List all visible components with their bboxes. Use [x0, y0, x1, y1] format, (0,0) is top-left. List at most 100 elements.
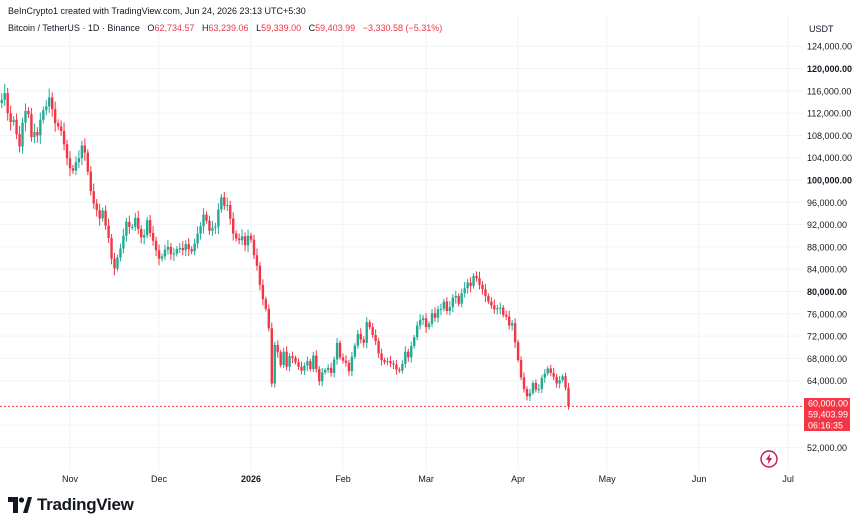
candle-body: [59, 126, 63, 131]
candle: [323, 367, 327, 375]
ohlc-close-value: 59,403.99: [315, 23, 356, 33]
y-tick-label: 68,000.00: [807, 354, 847, 364]
ohlc-high-value: 63,239.06: [208, 23, 249, 33]
candle-body: [261, 284, 265, 300]
candle-body: [564, 376, 567, 388]
candle-body: [30, 114, 33, 138]
candle: [178, 243, 181, 254]
candle: [356, 329, 360, 349]
candle: [335, 338, 339, 365]
ohlc-change-value: −3,330.58 (−5.31%): [362, 23, 443, 33]
candle: [196, 226, 199, 249]
ohlc-close-label: C: [308, 23, 316, 33]
lightning-icon[interactable]: [759, 449, 779, 474]
x-tick-label: Apr: [511, 474, 525, 484]
tradingview-logo[interactable]: TradingView: [8, 495, 134, 515]
y-tick-label: 112,000.00: [807, 109, 851, 119]
candle: [415, 321, 419, 341]
candle: [62, 122, 66, 151]
candle: [137, 210, 140, 235]
candle: [142, 229, 146, 245]
candle-body: [276, 345, 279, 353]
symbol-legend[interactable]: Bitcoin / TetherUS · 1D · Binance O62,73…: [8, 23, 442, 33]
candle-body: [86, 152, 90, 172]
candle: [24, 103, 27, 132]
candle: [315, 350, 318, 373]
candle: [56, 119, 60, 131]
candle: [347, 359, 351, 376]
candle: [74, 156, 78, 176]
candle-body: [160, 256, 164, 259]
candle: [469, 277, 472, 293]
candle: [249, 232, 253, 243]
candle: [318, 366, 321, 386]
price-tag-box: [804, 398, 850, 409]
ohlc-open-label: O: [147, 23, 155, 33]
x-tick-label: Mar: [418, 474, 434, 484]
candle: [445, 297, 449, 315]
candle-body: [567, 387, 570, 407]
candle-body: [104, 210, 107, 226]
candle: [187, 238, 190, 256]
candle-body: [552, 372, 555, 377]
candle: [519, 356, 523, 381]
candle: [65, 139, 69, 166]
candle: [374, 329, 377, 346]
candle: [442, 298, 446, 312]
candle: [83, 138, 87, 161]
candle: [297, 358, 300, 370]
candle: [481, 281, 484, 295]
price-tag-label: 59,403.99: [808, 410, 848, 420]
candle: [18, 125, 21, 153]
candle-body: [232, 218, 235, 234]
candle: [543, 369, 546, 383]
ohlc-high-label: H: [202, 23, 209, 33]
candle-body: [98, 210, 101, 219]
candle: [3, 84, 6, 107]
candle-body: [68, 158, 72, 169]
candle: [128, 215, 131, 234]
candle-body: [401, 363, 404, 371]
x-tick-label: Jun: [692, 474, 707, 484]
candle: [395, 360, 398, 375]
candle: [119, 243, 122, 262]
candle: [273, 341, 276, 388]
price-tag: 60,000.00: [804, 398, 850, 409]
candle: [184, 240, 187, 257]
candle: [252, 234, 256, 260]
candle-body: [546, 368, 549, 374]
candle-body: [338, 342, 342, 358]
candle: [157, 244, 161, 266]
candle: [36, 127, 39, 143]
candle-body: [321, 372, 324, 382]
candle: [148, 214, 152, 237]
candle-body: [353, 345, 357, 357]
candle: [107, 218, 110, 243]
symbol-title[interactable]: Bitcoin / TetherUS · 1D · Binance: [8, 23, 140, 33]
candle-body: [178, 248, 181, 250]
candle: [510, 319, 514, 331]
candle-body: [466, 282, 469, 289]
candle: [116, 254, 119, 272]
candle-body: [395, 364, 398, 370]
candle: [353, 343, 357, 360]
candle-body: [184, 244, 187, 251]
candle: [163, 244, 167, 261]
candle: [407, 348, 410, 362]
candle-body: [12, 119, 15, 123]
candle: [270, 322, 273, 388]
candle-body: [71, 168, 75, 171]
candle-body: [493, 305, 496, 310]
candle-body: [36, 132, 39, 136]
candle: [211, 220, 214, 236]
candle-body: [318, 368, 321, 382]
candle-body: [291, 356, 294, 358]
candle: [226, 197, 229, 211]
candle: [531, 380, 535, 396]
candle-body: [312, 355, 315, 369]
currency-label[interactable]: USDT: [809, 24, 834, 34]
candle: [312, 351, 315, 372]
y-tick-label: 76,000.00: [807, 309, 847, 319]
candle-body: [460, 293, 463, 304]
